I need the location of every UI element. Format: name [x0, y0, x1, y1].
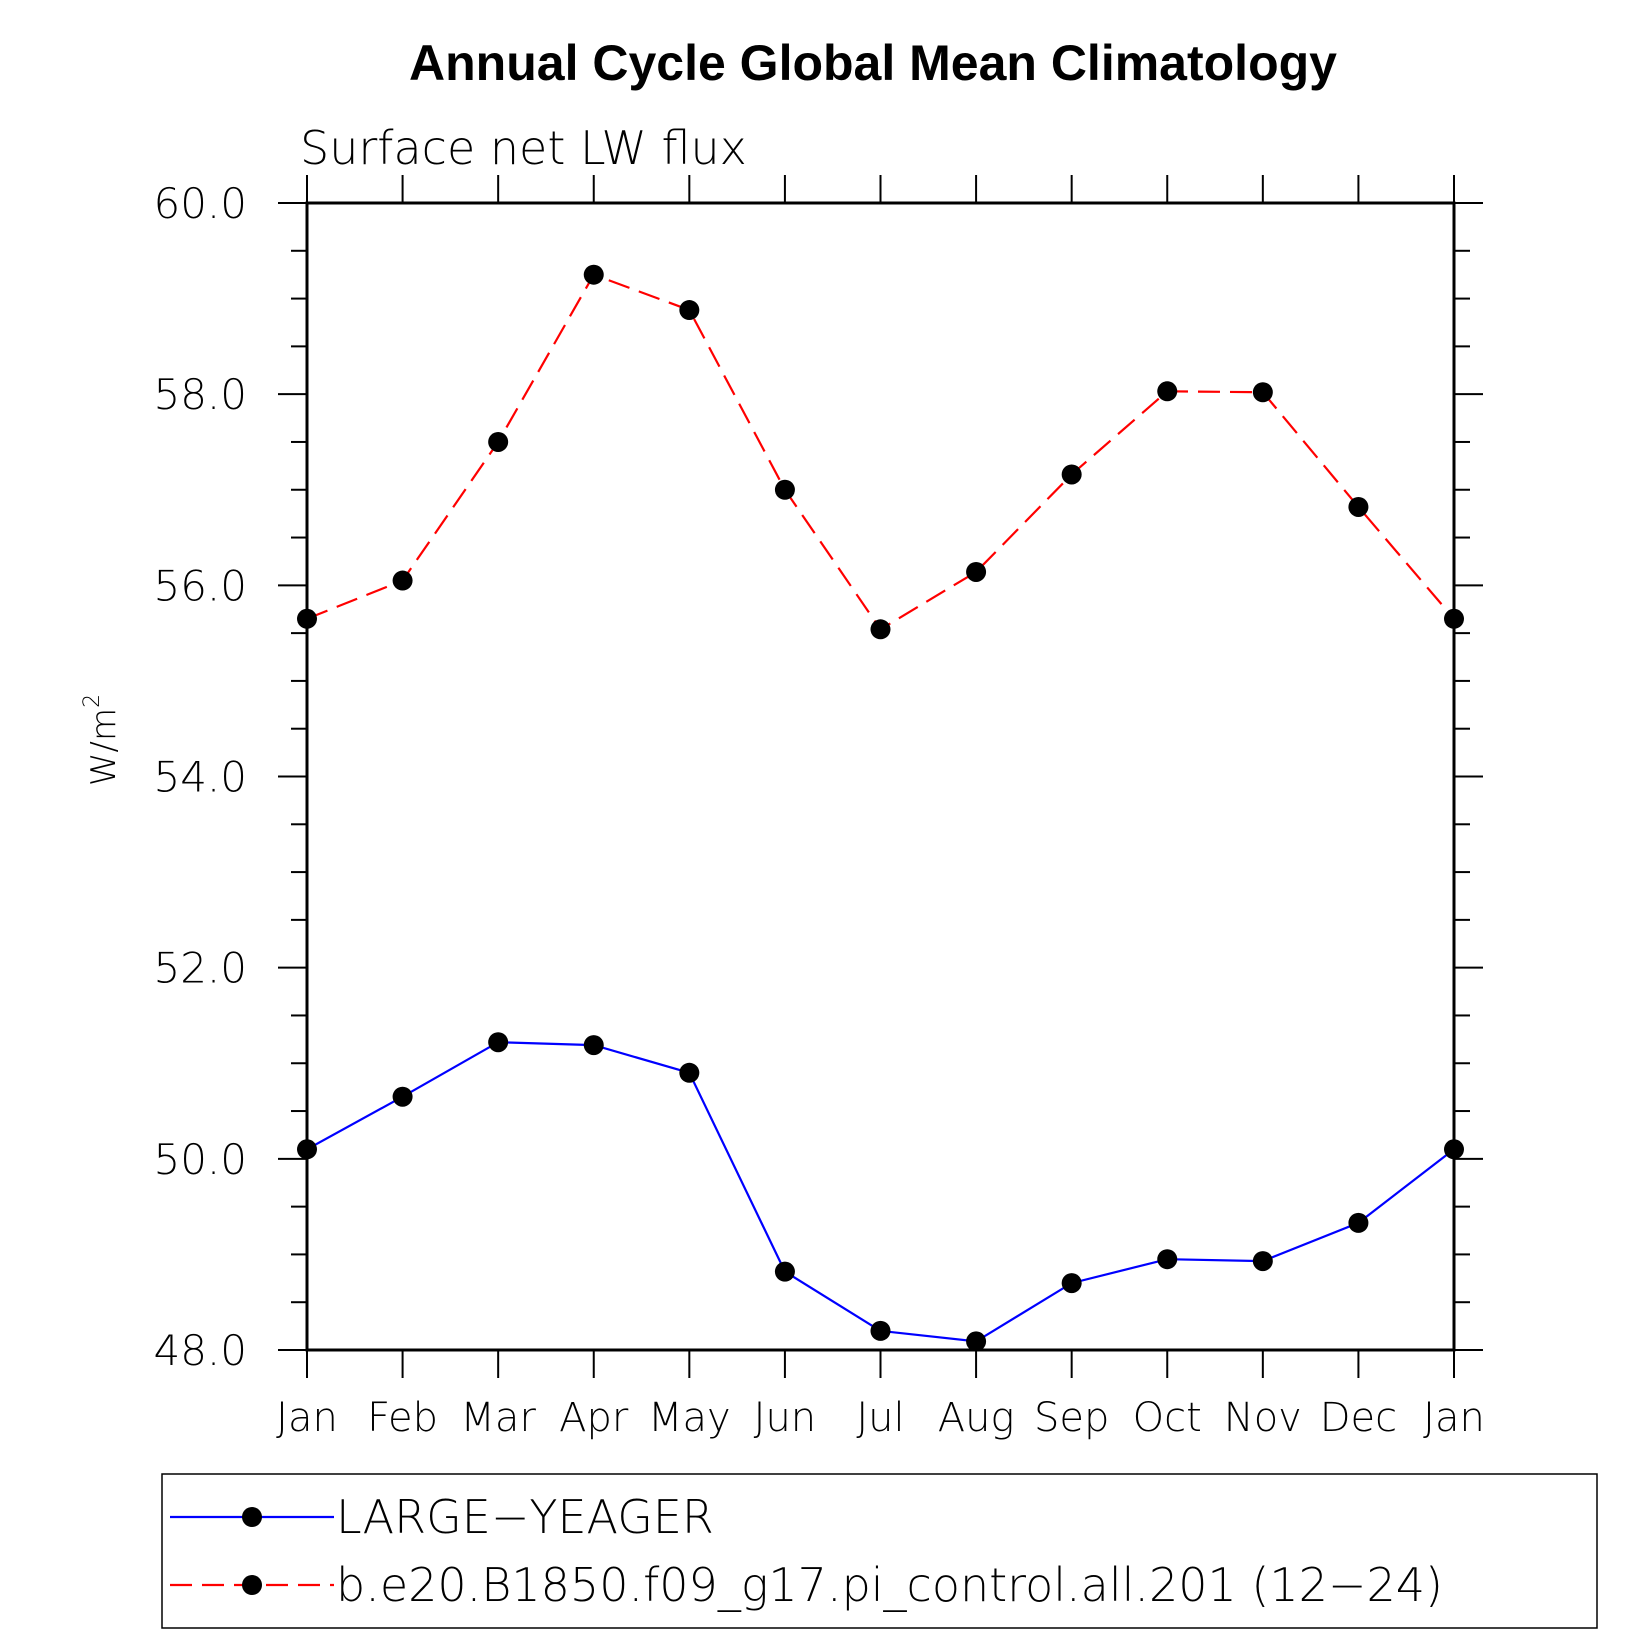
legend-label-2: b.e20.B1850.f09_g17.pi_control.all.201 (…	[336, 1558, 1443, 1612]
legend-marker-1	[242, 1507, 262, 1527]
series-line-2	[306, 273, 1455, 631]
x-tick-label: Jul	[856, 1395, 904, 1441]
y-axis-label-superscript: 2	[80, 694, 105, 708]
y-tick-label: 48.0	[153, 1326, 247, 1375]
x-tick-label: May	[648, 1395, 731, 1441]
y-tick-label: 50.0	[153, 1135, 247, 1184]
x-tick-label: Sep	[1034, 1395, 1109, 1441]
series-2-point	[1061, 464, 1082, 485]
x-tick-label: Jan	[276, 1395, 338, 1441]
x-tick-label: Mar	[460, 1395, 536, 1441]
series-1-point	[966, 1331, 987, 1352]
x-tick-label: Feb	[367, 1395, 438, 1441]
series-line-1	[306, 1041, 1455, 1343]
series-2-point	[1348, 496, 1369, 517]
x-tick-label: Nov	[1224, 1395, 1302, 1441]
x-tick-label: Apr	[559, 1395, 629, 1441]
series-1-point	[1157, 1249, 1178, 1270]
legend-marker-2	[242, 1575, 262, 1595]
series-2-point	[583, 264, 604, 285]
chart-title: Annual Cycle Global Mean Climatology	[409, 35, 1337, 91]
y-tick-label: 52.0	[153, 944, 247, 993]
x-tick-label: Jun	[754, 1395, 817, 1441]
series-1-point	[1061, 1273, 1082, 1294]
x-tick-label: Dec	[1320, 1395, 1397, 1441]
legend-label-1: LARGE−YEAGER	[336, 1490, 714, 1544]
series-2-point	[774, 479, 795, 500]
legend: LARGE−YEAGER b.e20.B1850.f09_g17.pi_contr…	[170, 1490, 1443, 1612]
series-1-point	[1252, 1251, 1273, 1272]
series-1-point	[392, 1086, 413, 1107]
y-tick-label: 56.0	[153, 561, 247, 610]
series-2-point	[488, 431, 509, 452]
series-1-point	[679, 1062, 700, 1083]
x-tick-label: Jan	[1423, 1395, 1485, 1441]
x-tick-label: Oct	[1133, 1395, 1202, 1441]
svg-text:W/m2: W/m2	[80, 694, 124, 786]
series-2-point	[679, 300, 700, 321]
plot-area: 60.0 58.0 56.0 54.0 52.0 50.0 48.0 Jan Feb Mar Apr…	[153, 175, 1485, 1441]
series-1-point	[1348, 1212, 1369, 1233]
y-axis-label-text: W/m	[84, 708, 124, 786]
chart-subtitle: Surface net LW flux	[300, 121, 747, 175]
series-2-point	[966, 561, 987, 582]
y-axis-label: W/m2	[80, 694, 124, 786]
series-2-point	[870, 619, 891, 640]
plot-frame	[305, 201, 1456, 1352]
series-2-point	[1157, 381, 1178, 402]
series-1-point	[1444, 1139, 1464, 1160]
y-tick-label: 54.0	[153, 753, 247, 802]
series-1-point	[583, 1035, 604, 1056]
series-1-point	[870, 1320, 891, 1341]
series-2-point	[1252, 382, 1273, 403]
y-tick-label: 58.0	[153, 370, 247, 419]
series-1-point	[297, 1139, 317, 1160]
y-tick-label: 60.0	[153, 179, 247, 228]
series-2-point	[392, 570, 413, 591]
legend-box	[161, 1473, 1598, 1629]
series-2-point	[1444, 608, 1464, 629]
series-1-point	[488, 1032, 509, 1053]
series-1-point	[774, 1261, 795, 1282]
series-2-point	[297, 608, 317, 629]
x-tick-label: Aug	[938, 1395, 1015, 1441]
